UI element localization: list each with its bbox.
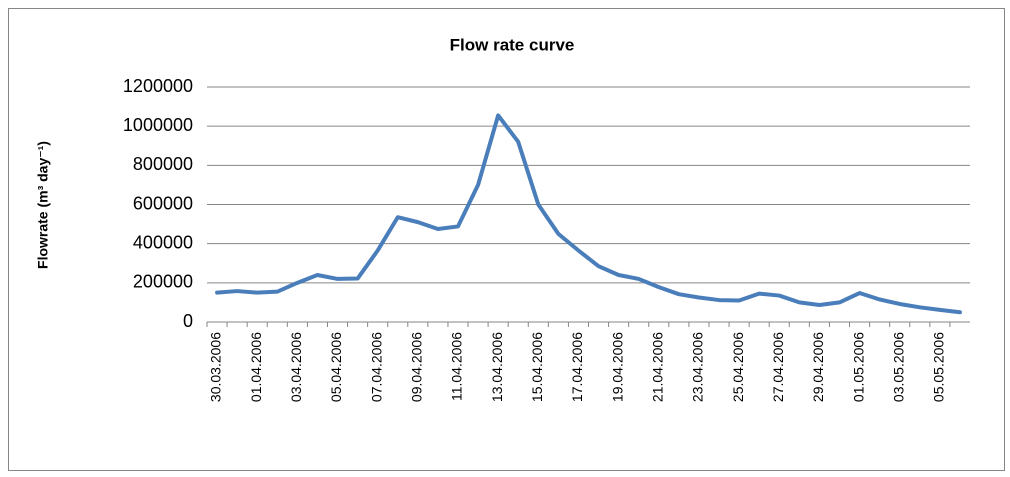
x-tick-label: 25.04.2006 — [730, 332, 746, 402]
x-tick-label: 09.04.2006 — [409, 332, 425, 402]
chart-border — [8, 8, 1005, 471]
x-tick-label: 07.04.2006 — [368, 332, 384, 402]
x-tick-label: 15.04.2006 — [529, 332, 545, 402]
x-tick-label: 30.03.2006 — [208, 332, 224, 402]
y-axis-label: Flowrate (m³ day⁻¹) — [35, 141, 51, 269]
x-tick-label: 29.04.2006 — [810, 332, 826, 402]
chart-title: Flow rate curve — [450, 35, 575, 54]
x-tick-label: 23.04.2006 — [690, 332, 706, 402]
x-tick-label: 03.05.2006 — [890, 332, 906, 402]
x-tick-label: 11.04.2006 — [449, 332, 465, 401]
x-tick-label: 03.04.2006 — [288, 332, 304, 402]
x-tick-label: 05.05.2006 — [931, 332, 947, 402]
x-tick-label: 13.04.2006 — [489, 332, 505, 402]
y-tick-label: 800000 — [133, 154, 193, 174]
x-tick-label: 21.04.2006 — [649, 332, 665, 402]
x-tick-label: 01.04.2006 — [248, 332, 264, 402]
y-tick-label: 1200000 — [123, 76, 193, 96]
x-tick-label: 27.04.2006 — [770, 332, 786, 402]
data-line — [215, 113, 962, 315]
x-tick-label: 05.04.2006 — [328, 332, 344, 402]
x-tick-label: 01.05.2006 — [850, 332, 866, 402]
y-tick-label: 0 — [183, 311, 193, 331]
x-tick-label: 19.04.2006 — [609, 332, 625, 402]
y-tick-label: 600000 — [133, 193, 193, 213]
y-tick-label: 400000 — [133, 232, 193, 252]
x-tick-label: 17.04.2006 — [569, 332, 585, 402]
y-tick-label: 200000 — [133, 272, 193, 292]
y-tick-label: 1000000 — [123, 115, 193, 135]
